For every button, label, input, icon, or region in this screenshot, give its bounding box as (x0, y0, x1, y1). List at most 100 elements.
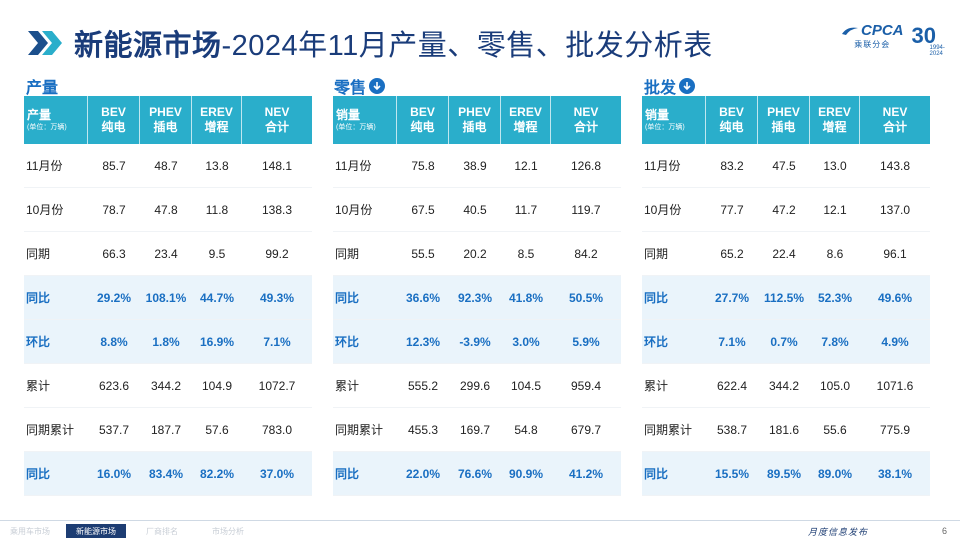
table-row: 环比 8.8% 1.8% 16.9% 7.1% (24, 320, 312, 364)
header-cell: PHEV 插电 (449, 96, 501, 144)
table-cell: 40.5 (463, 202, 487, 217)
table-cell: 105.0 (819, 378, 851, 393)
footer-tab-passenger[interactable]: 乘用车市场 (10, 526, 50, 536)
table-row: 同比 15.5% 89.5% 89.0% 38.1% (642, 452, 930, 496)
header-sub: 增程 (204, 120, 229, 134)
header-sub: 插电 (462, 120, 487, 134)
table-cell: 75.8 (411, 158, 435, 173)
header-main: EREV (509, 105, 542, 119)
table-cell: 38.1% (877, 466, 913, 481)
table-cell: 76.6% (457, 466, 493, 481)
section-label-retail: 零售 (334, 74, 386, 98)
table-row: 10月份 77.7 47.2 12.1 137.0 (642, 188, 930, 232)
table-cell: 3.0% (512, 334, 540, 349)
table-cell: 537.7 (98, 422, 130, 437)
table-cell: 775.9 (879, 422, 911, 437)
header-sub: 合计 (573, 120, 598, 134)
row-label: 同期 (335, 247, 360, 261)
table-cell: 5.9% (572, 334, 600, 349)
table-cell: 622.4 (716, 378, 748, 393)
table-cell: 538.7 (716, 422, 748, 437)
header-unit: (单位：万辆) (336, 124, 376, 131)
header-cell: 销量 (单位：万辆) (642, 96, 706, 144)
row-label: 同比 (26, 291, 51, 305)
header-cell: BEV 纯电 (88, 96, 140, 144)
table-cell: 85.7 (102, 158, 126, 173)
table-cell: 11.7 (514, 202, 538, 217)
row-label: 同期 (644, 247, 669, 261)
header-cell: 销量 (单位：万辆) (333, 96, 397, 144)
table-cell: 169.7 (459, 422, 491, 437)
table-cell: 1.8% (152, 334, 180, 349)
footer-tab-ranking[interactable]: 厂商排名 (146, 526, 178, 536)
table-cell: 67.5 (411, 202, 435, 217)
table-cell: 22.4 (772, 246, 796, 261)
cpca-emblem: CPCA (841, 22, 904, 39)
header-cell: 产量 (单位：万辆) (24, 96, 88, 144)
arrow-down-circle-icon[interactable] (369, 78, 386, 94)
arrow-down-circle-icon[interactable] (679, 78, 696, 94)
header-cell: EREV 增程 (501, 96, 551, 144)
table-cell: 12.3% (405, 334, 441, 349)
table-row: 同期 66.3 23.4 9.5 99.2 (24, 232, 312, 276)
table-cell: 47.5 (772, 158, 796, 173)
table-cell: 455.3 (407, 422, 439, 437)
table-cell: 12.1 (823, 202, 847, 217)
table-cell: 77.7 (720, 202, 744, 217)
table-cell: 679.7 (570, 422, 602, 437)
table-cell: 16.0% (96, 466, 132, 481)
table-header: 产量 (单位：万辆) BEV 纯电 PHEV 插电 EREV 增程 NEV 合计 (24, 96, 312, 144)
row-label: 11月份 (26, 159, 63, 173)
table-cell: 12.1 (514, 158, 538, 173)
table-cell: 7.1% (263, 334, 291, 349)
table-cell: 126.8 (570, 158, 602, 173)
table-row: 同期累计 538.7 181.6 55.6 775.9 (642, 408, 930, 452)
footer-tab-analysis[interactable]: 市场分析 (212, 526, 244, 536)
row-label: 同比 (335, 291, 360, 305)
table-cell: 344.2 (768, 378, 800, 393)
table-cell: 1072.7 (258, 378, 296, 393)
table-cell: 41.2% (568, 466, 604, 481)
footer-slogan: 月度信息发布 (808, 527, 869, 537)
footer-tab-nev[interactable]: 新能源市场 (66, 524, 126, 538)
header-main: NEV (882, 105, 908, 119)
table-row: 环比 7.1% 0.7% 7.8% 4.9% (642, 320, 930, 364)
row-label: 10月份 (644, 203, 682, 217)
table-cell: 8.8% (100, 334, 128, 349)
table-cell: 52.3% (817, 290, 853, 305)
table-cell: 20.2 (463, 246, 487, 261)
row-label: 同期累计 (644, 423, 693, 437)
logo-block: CPCA 乘联分会 30 1994-2024 (841, 22, 945, 57)
table-cell: -3.9% (459, 334, 491, 349)
row-label: 同期累计 (335, 423, 384, 437)
table-cell: 119.7 (571, 202, 601, 217)
table-row: 同期 55.5 20.2 8.5 84.2 (333, 232, 621, 276)
row-label: 同比 (644, 291, 669, 305)
table-cell: 54.8 (514, 422, 538, 437)
table-cell: 104.9 (201, 378, 233, 393)
row-label: 同比 (26, 467, 51, 481)
table-row: 10月份 78.7 47.8 11.8 138.3 (24, 188, 312, 232)
table-cell: 49.6% (877, 290, 913, 305)
table-cell: 55.6 (823, 422, 847, 437)
table-row: 11月份 83.2 47.5 13.0 143.8 (642, 144, 930, 188)
table-row: 累计 622.4 344.2 105.0 1071.6 (642, 364, 930, 408)
header-cell: PHEV 插电 (758, 96, 810, 144)
section-label-text: 产量 (26, 80, 59, 97)
table-cell: 7.8% (821, 334, 849, 349)
anniversary-logo: 30 1994-2024 (912, 23, 945, 57)
table-cell: 78.7 (102, 202, 126, 217)
table-cell: 137.0 (879, 202, 911, 217)
section-label-production: 产量 (26, 74, 58, 98)
table-row: 累计 623.6 344.2 104.9 1072.7 (24, 364, 312, 408)
table-cell: 50.5% (568, 290, 604, 305)
header-main: EREV (818, 105, 851, 119)
table-row: 同比 27.7% 112.5% 52.3% 49.6% (642, 276, 930, 320)
table-cell: 143.8 (879, 158, 911, 173)
header-sub: 增程 (513, 120, 538, 134)
cpca-logo: CPCA 乘联分会 (841, 22, 904, 50)
footer-bar: 乘用车市场 新能源市场 厂商排名 市场分析 月度信息发布 6 (0, 520, 960, 540)
row-label: 环比 (26, 335, 51, 349)
page-number: 6 (942, 526, 948, 536)
header-main: BEV (101, 105, 126, 119)
